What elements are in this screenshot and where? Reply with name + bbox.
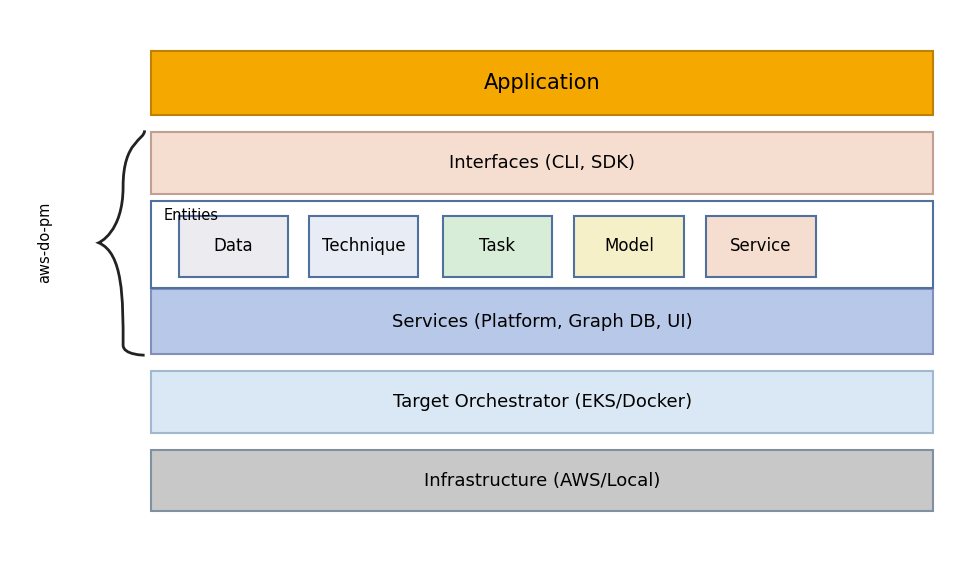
Text: Service: Service xyxy=(731,237,791,255)
Text: Services (Platform, Graph DB, UI): Services (Platform, Graph DB, UI) xyxy=(392,312,693,331)
FancyBboxPatch shape xyxy=(309,216,418,277)
FancyBboxPatch shape xyxy=(151,450,933,511)
Text: Target Orchestrator (EKS/Docker): Target Orchestrator (EKS/Docker) xyxy=(393,393,692,411)
FancyBboxPatch shape xyxy=(151,371,933,433)
Text: Task: Task xyxy=(480,237,515,255)
Text: aws-do-pm: aws-do-pm xyxy=(37,202,53,283)
Text: Entities: Entities xyxy=(163,208,218,223)
Text: Model: Model xyxy=(604,237,655,255)
Text: Application: Application xyxy=(484,73,601,93)
FancyBboxPatch shape xyxy=(179,216,288,277)
FancyBboxPatch shape xyxy=(151,132,933,194)
Text: Technique: Technique xyxy=(321,237,405,255)
Text: Interfaces (CLI, SDK): Interfaces (CLI, SDK) xyxy=(449,154,635,172)
FancyBboxPatch shape xyxy=(706,216,816,277)
Text: Data: Data xyxy=(214,237,253,255)
FancyBboxPatch shape xyxy=(443,216,552,277)
Text: Infrastructure (AWS/Local): Infrastructure (AWS/Local) xyxy=(424,472,660,490)
FancyBboxPatch shape xyxy=(151,51,933,115)
FancyBboxPatch shape xyxy=(151,289,933,354)
FancyBboxPatch shape xyxy=(151,201,933,288)
FancyBboxPatch shape xyxy=(574,216,684,277)
